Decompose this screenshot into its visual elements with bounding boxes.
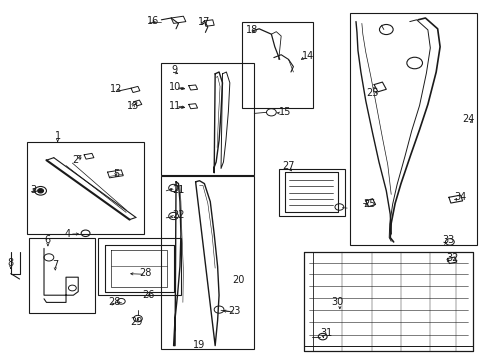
Text: 16: 16	[146, 16, 159, 26]
Bar	[242, 22, 312, 108]
Text: 25: 25	[362, 199, 375, 210]
Bar	[161, 63, 254, 175]
Text: 9: 9	[171, 65, 177, 75]
Bar	[98, 238, 181, 295]
Text: 25: 25	[366, 88, 378, 98]
Text: 12: 12	[110, 84, 122, 94]
Text: 5: 5	[113, 169, 120, 179]
Circle shape	[38, 189, 43, 193]
Text: 1: 1	[55, 131, 61, 141]
Text: 22: 22	[172, 210, 184, 220]
Text: 30: 30	[330, 297, 343, 307]
Text: 11: 11	[168, 101, 181, 111]
Text: 7: 7	[52, 260, 58, 270]
Text: 29: 29	[130, 317, 143, 327]
Bar	[278, 169, 344, 216]
Text: 10: 10	[168, 82, 181, 92]
Text: 21: 21	[172, 185, 184, 195]
Text: 27: 27	[282, 161, 294, 171]
Bar	[349, 13, 476, 245]
Text: 17: 17	[198, 17, 210, 27]
Bar	[27, 142, 144, 234]
Text: 23: 23	[228, 306, 241, 316]
Text: 18: 18	[245, 24, 258, 35]
Text: 28: 28	[108, 297, 121, 307]
Text: 28: 28	[139, 268, 151, 278]
Text: 4: 4	[64, 229, 71, 239]
Bar	[161, 176, 254, 349]
Bar	[29, 238, 95, 313]
Text: 33: 33	[442, 235, 454, 246]
Text: 8: 8	[8, 258, 14, 268]
Text: 34: 34	[454, 192, 466, 202]
Text: 13: 13	[126, 101, 139, 111]
Text: 14: 14	[302, 51, 314, 61]
Text: 20: 20	[231, 275, 244, 285]
Text: 26: 26	[142, 290, 154, 300]
Text: 15: 15	[278, 107, 290, 117]
Text: 19: 19	[193, 340, 205, 350]
Text: 32: 32	[445, 253, 457, 264]
Text: 2: 2	[72, 155, 79, 165]
Text: 6: 6	[45, 235, 51, 246]
Text: 24: 24	[461, 114, 473, 124]
Text: 3: 3	[31, 185, 37, 195]
Text: 31: 31	[320, 328, 332, 338]
